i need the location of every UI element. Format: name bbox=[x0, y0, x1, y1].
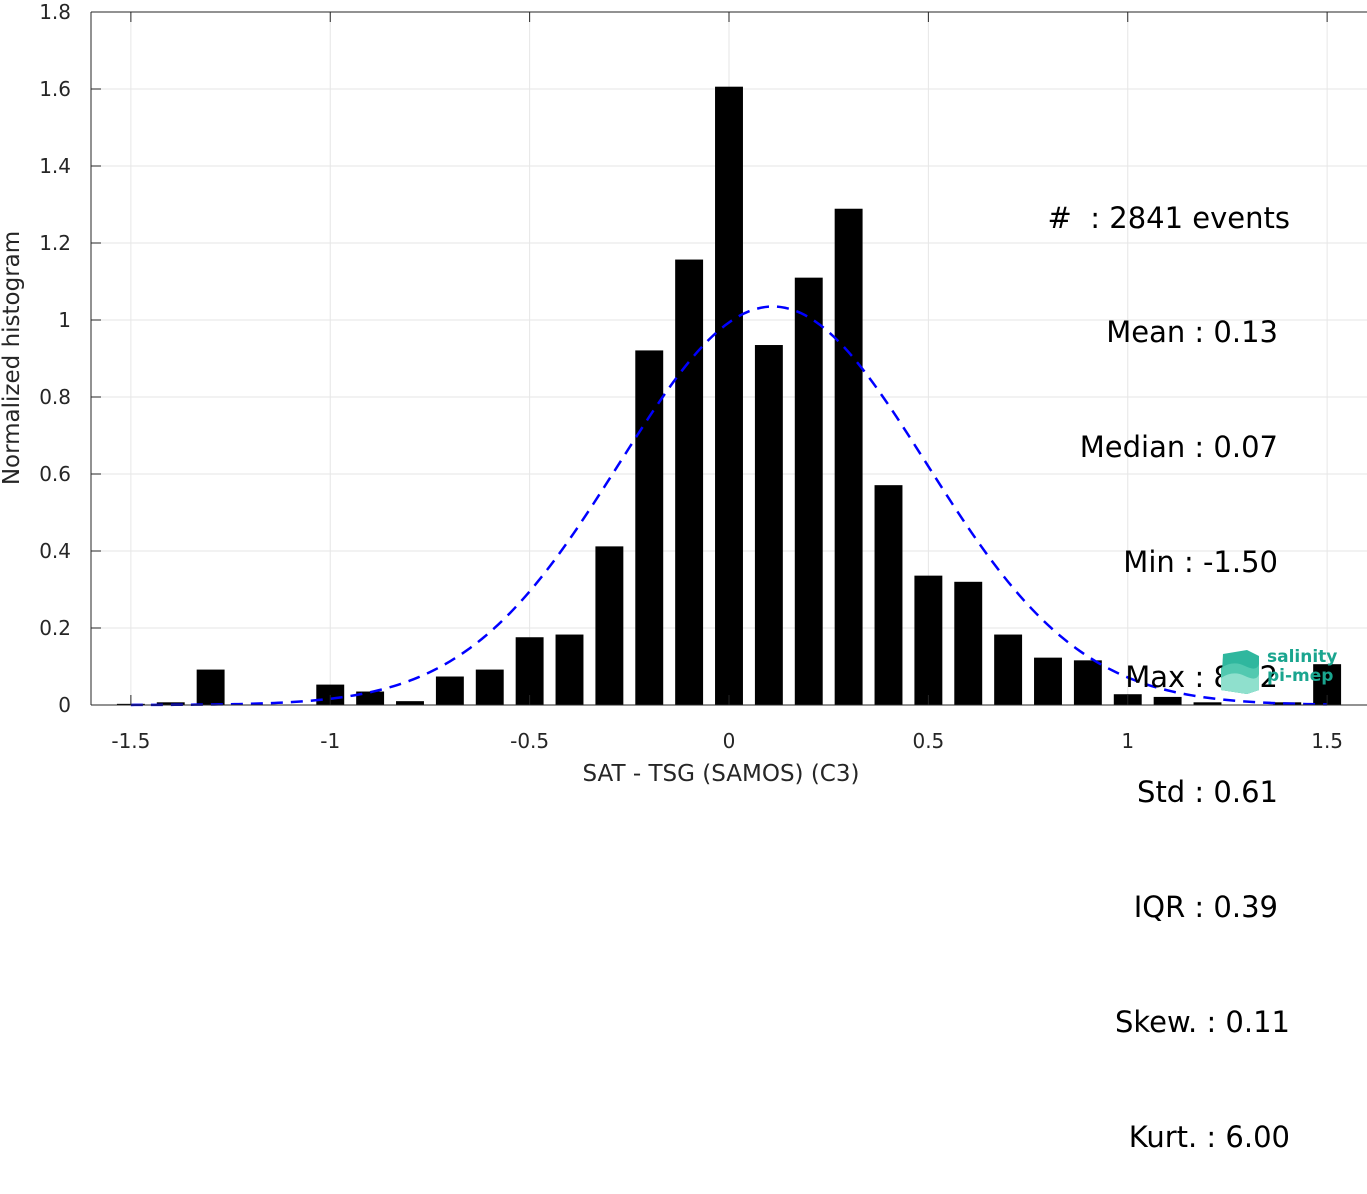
histogram-bar bbox=[1034, 657, 1062, 705]
histogram-bar bbox=[754, 345, 783, 705]
y-tick-label: 1.2 bbox=[39, 231, 71, 255]
histogram-bar bbox=[515, 637, 544, 705]
histogram-bar bbox=[874, 485, 903, 705]
histogram-chart: -1.5 -1 -0.5 0 0.5 1 1.5 0 0.2 0.4 0.6 0.8 1 1.2 1.4 1… bbox=[0, 0, 1367, 785]
y-tick-label: 1.6 bbox=[39, 77, 71, 101]
histogram-bar bbox=[156, 702, 185, 705]
histogram-bar bbox=[794, 277, 823, 705]
stat-skew: Skew. : 0.11 bbox=[1114, 1004, 1290, 1039]
y-tick-label: 1.8 bbox=[39, 0, 71, 24]
histogram-bar bbox=[675, 259, 704, 705]
x-axis-label: SAT - TSG (SAMOS) (C3) bbox=[583, 761, 860, 785]
stat-kurt: Kurt. : 6.00 bbox=[1128, 1119, 1290, 1154]
logo-line2: pi-mep bbox=[1267, 666, 1334, 686]
x-tick-label: -1 bbox=[320, 729, 340, 753]
histogram-bar bbox=[1153, 696, 1182, 705]
histogram-bar bbox=[954, 581, 983, 705]
logo-text: salinity pi-mep bbox=[1267, 648, 1337, 686]
y-tick-label: 1 bbox=[58, 308, 71, 332]
stat-min: Min : -1.50 bbox=[1123, 545, 1278, 580]
x-ticks: -1.5 -1 -0.5 0 0.5 1 1.5 bbox=[111, 12, 1343, 753]
histogram-bar bbox=[196, 669, 225, 705]
y-tick-label: 0.2 bbox=[39, 616, 71, 640]
histogram-bar bbox=[316, 684, 345, 705]
x-tick-label: 0 bbox=[723, 729, 736, 753]
x-tick-label: 1.5 bbox=[1311, 729, 1343, 753]
histogram-bar bbox=[914, 575, 943, 705]
histogram-bar bbox=[475, 669, 504, 705]
stat-std: Std : 0.61 bbox=[1137, 775, 1278, 810]
logo-line1: salinity bbox=[1267, 647, 1338, 667]
bars bbox=[116, 86, 1342, 706]
gaussian-fit-curve bbox=[130, 305, 1328, 707]
histogram-bar bbox=[994, 634, 1023, 705]
x-tick-label: 1 bbox=[1121, 729, 1134, 753]
y-tick-label: 0.8 bbox=[39, 385, 71, 409]
histogram-bar bbox=[396, 701, 424, 705]
y-tick-label: 0.4 bbox=[39, 539, 71, 563]
stat-median: Median : 0.07 bbox=[1079, 430, 1278, 465]
histogram-bar bbox=[1193, 702, 1222, 705]
histogram-bar bbox=[555, 634, 584, 705]
x-tick-label: -1.5 bbox=[111, 729, 150, 753]
x-tick-label: 0.5 bbox=[912, 729, 944, 753]
logo-wave-icon bbox=[1221, 650, 1259, 694]
salinity-pimep-logo: salinity pi-mep bbox=[1217, 648, 1347, 694]
x-tick-label: -0.5 bbox=[510, 729, 549, 753]
histogram-bar bbox=[356, 691, 385, 705]
histogram-bar bbox=[1073, 660, 1102, 705]
histogram-bar bbox=[834, 208, 863, 706]
stat-events: # : 2841 events bbox=[1047, 200, 1290, 235]
histogram-bar bbox=[595, 546, 624, 705]
y-ticks: 0 0.2 0.4 0.6 0.8 1 1.2 1.4 1.6 1.8 bbox=[39, 0, 101, 717]
y-tick-label: 1.4 bbox=[39, 154, 71, 178]
histogram-bar bbox=[635, 350, 664, 705]
stat-mean: Mean : 0.13 bbox=[1106, 315, 1278, 350]
histogram-bar bbox=[435, 676, 464, 705]
y-tick-label: 0.6 bbox=[39, 462, 71, 486]
stat-iqr: IQR : 0.39 bbox=[1133, 889, 1278, 924]
y-tick-label: 0 bbox=[58, 693, 71, 717]
histogram-bar bbox=[715, 86, 743, 705]
y-axis-label: Normalized histogram bbox=[0, 231, 25, 485]
